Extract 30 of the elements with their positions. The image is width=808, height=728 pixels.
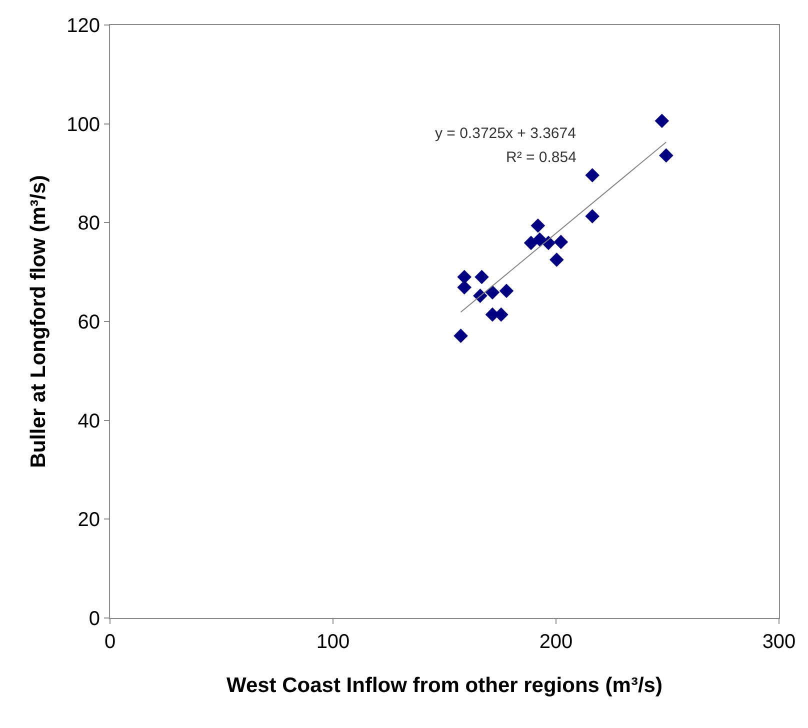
annotation: R² = 0.854: [506, 149, 576, 166]
x-tick-label: 100: [316, 631, 350, 653]
point: [454, 328, 468, 343]
y-tick-label: 120: [66, 15, 100, 37]
point: [485, 285, 500, 300]
point: [659, 148, 674, 163]
point: [550, 252, 564, 267]
point: [524, 236, 538, 250]
point: [473, 288, 488, 303]
y-tick-label: 100: [66, 114, 100, 136]
x-tick-label: 200: [539, 631, 573, 653]
point: [654, 114, 670, 128]
y-tick-label: 80: [78, 212, 100, 235]
y-tick-label: 0: [88, 608, 100, 630]
point: [457, 270, 472, 284]
y-axis-title: Buller at Longford flow (m³/s): [26, 175, 50, 468]
y-tick-label: 60: [78, 312, 100, 334]
annotation: y = 0.3725x + 3.3674: [435, 125, 576, 142]
point: [554, 234, 568, 250]
x-tick-label: 0: [104, 631, 116, 653]
point: [585, 168, 600, 182]
point: [474, 270, 489, 284]
point: [530, 218, 546, 233]
x-axis-title: West Coast Inflow from other regions (m³/s): [226, 674, 662, 698]
y-tick-label: 40: [78, 410, 100, 432]
y-tick-label: 20: [78, 509, 100, 532]
x-tick-label: 300: [762, 631, 796, 653]
point: [499, 284, 514, 298]
point: [585, 209, 600, 224]
point: [457, 280, 472, 295]
